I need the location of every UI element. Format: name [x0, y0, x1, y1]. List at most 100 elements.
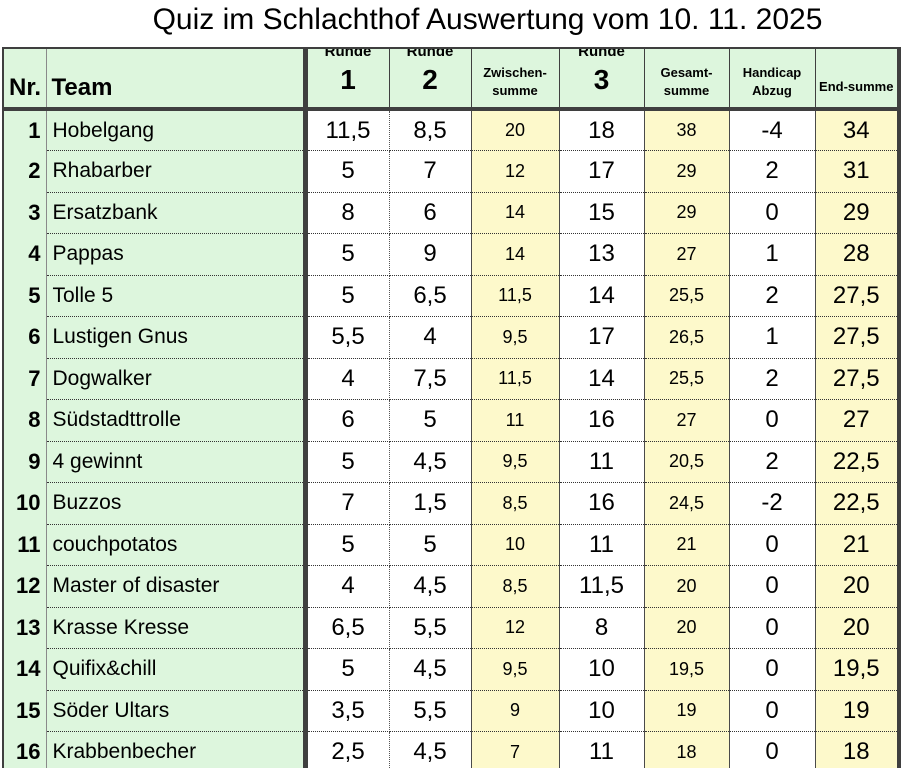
- cell-rank: 8: [3, 399, 47, 441]
- cell-handicap-abzug: 0: [729, 648, 816, 691]
- cell-runde-3-score: 15: [559, 192, 645, 234]
- cell-gesamtsumme: 38: [644, 109, 730, 151]
- table-row: 15 Söder Ultars 3,5 5,5 9 10 19 0 19: [3, 690, 899, 732]
- handicap-line1: Handicap: [742, 64, 802, 80]
- cell-rank: 4: [3, 233, 47, 275]
- cell-zwischensumme: 8,5: [471, 565, 560, 608]
- cell-team-name: couchpotatos: [46, 524, 308, 566]
- cell-rank: 13: [3, 607, 47, 649]
- cell-rank: 3: [3, 192, 47, 234]
- cell-gesamtsumme: 26,5: [644, 316, 730, 359]
- cell-runde-3-score: 13: [559, 233, 645, 276]
- cell-runde-2-score: 4,5: [389, 565, 472, 608]
- cell-zwischensumme: 8,5: [471, 482, 560, 525]
- cell-zwischensumme: 14: [471, 192, 560, 234]
- cell-gesamtsumme: 21: [644, 524, 730, 566]
- cell-rank: 10: [3, 482, 47, 524]
- cell-runde-2-score: 4,5: [389, 648, 472, 691]
- table-row: 3 Ersatzbank 8 6 14 15 29 0 29: [3, 192, 899, 234]
- gesamtsumme-line1: Gesamt-: [660, 64, 713, 80]
- cell-gesamtsumme: 25,5: [644, 358, 730, 400]
- header-nr: Nr.: [3, 48, 46, 111]
- cell-gesamtsumme: 19: [644, 690, 730, 732]
- cell-runde-2-score: 6: [389, 192, 472, 234]
- cell-rank: 5: [3, 275, 47, 317]
- cell-rank: 6: [3, 316, 47, 358]
- table-row: 10 Buzzos 7 1,5 8,5 16 24,5 -2 22,5: [3, 482, 899, 525]
- cell-zwischensumme: 10: [471, 524, 560, 566]
- gesamtsumme-line2: summe: [663, 82, 710, 98]
- cell-runde-3-score: 8: [559, 607, 645, 649]
- runde-2-number: 2: [422, 64, 438, 95]
- cell-team-name: Master of disaster: [46, 565, 308, 608]
- cell-gesamtsumme: 27: [644, 233, 730, 276]
- cell-runde-3-score: 16: [559, 482, 645, 525]
- cell-team-name: Krabbenbecher: [46, 731, 308, 768]
- cell-runde-2-score: 5: [389, 399, 472, 442]
- cell-team-name: Lustigen Gnus: [46, 316, 308, 359]
- cell-runde-3-score: 11: [559, 731, 645, 768]
- cell-runde-1-score: 3,5: [305, 690, 390, 732]
- cell-team-name: Dogwalker: [46, 358, 308, 400]
- cell-runde-2-score: 6,5: [389, 275, 472, 317]
- cell-runde-2-score: 5,5: [389, 607, 472, 649]
- endsumme-label: End-summe: [819, 79, 894, 94]
- cell-handicap-abzug: 1: [729, 233, 816, 276]
- cell-runde-1-score: 5: [305, 524, 390, 566]
- cell-gesamtsumme: 24,5: [644, 482, 730, 525]
- cell-handicap-abzug: -4: [729, 109, 816, 151]
- cell-gesamtsumme: 19,5: [644, 648, 730, 691]
- cell-zwischensumme: 11,5: [471, 275, 560, 317]
- cell-team-name: Tolle 5: [46, 275, 308, 317]
- cell-endsumme: 22,5: [815, 441, 899, 483]
- cell-gesamtsumme: 20: [644, 607, 730, 649]
- table-row: 11 couchpotatos 5 5 10 11 21 0 21: [3, 524, 899, 566]
- header-zwischensumme: Zwischen- summe: [470, 48, 559, 111]
- table-row: 12 Master of disaster 4 4,5 8,5 11,5 20 …: [3, 565, 899, 608]
- cell-team-name: Buzzos: [46, 482, 308, 525]
- header-nr-label: Nr.: [9, 74, 42, 101]
- cell-handicap-abzug: -2: [729, 482, 816, 525]
- table-row: 7 Dogwalker 4 7,5 11,5 14 25,5 2 27,5: [3, 358, 899, 400]
- cell-gesamtsumme: 29: [644, 150, 730, 193]
- table-header-row: Nr. Team Runde 1 Runde 2: [3, 48, 899, 111]
- cell-runde-2-score: 7,5: [389, 358, 472, 400]
- cell-endsumme: 21: [815, 524, 899, 566]
- table-row: 16 Krabbenbecher 2,5 4,5 7 11 18 0 18: [3, 731, 899, 768]
- cell-zwischensumme: 14: [471, 233, 560, 276]
- cell-endsumme: 20: [815, 565, 899, 608]
- cell-team-name: Südstadttrolle: [46, 399, 308, 442]
- cell-runde-1-score: 2,5: [305, 731, 390, 768]
- table-row: 6 Lustigen Gnus 5,5 4 9,5 17 26,5 1 27,5: [3, 316, 899, 359]
- cell-runde-1-score: 6,5: [305, 607, 390, 649]
- cell-runde-1-score: 5: [305, 275, 390, 317]
- cell-team-name: 4 gewinnt: [46, 441, 308, 483]
- cell-runde-3-score: 10: [559, 690, 645, 732]
- handicap-line2: Abzug: [752, 82, 792, 98]
- cell-gesamtsumme: 27: [644, 399, 730, 442]
- cell-runde-1-score: 4: [305, 565, 390, 608]
- cell-zwischensumme: 11,5: [471, 358, 560, 400]
- cell-rank: 2: [3, 150, 47, 192]
- cell-endsumme: 22,5: [815, 482, 899, 525]
- cell-runde-3-score: 17: [559, 316, 645, 359]
- cell-endsumme: 27: [815, 399, 899, 442]
- header-endsumme: End-summe: [814, 48, 899, 111]
- cell-runde-1-score: 5: [305, 150, 390, 193]
- runde-1-number: 1: [340, 64, 356, 95]
- score-table: Nr. Team Runde 1 Runde 2: [2, 47, 901, 768]
- cell-runde-2-score: 4: [389, 316, 472, 359]
- cell-runde-2-score: 8,5: [389, 109, 472, 151]
- cell-endsumme: 20: [815, 607, 899, 649]
- header-gesamtsumme: Gesamt- summe: [643, 48, 729, 111]
- table-row: 4 Pappas 5 9 14 13 27 1 28: [3, 233, 899, 276]
- cell-handicap-abzug: 0: [729, 565, 816, 608]
- cell-zwischensumme: 20: [471, 109, 560, 151]
- cell-zwischensumme: 7: [471, 731, 560, 768]
- cell-rank: 7: [3, 358, 47, 400]
- cell-gesamtsumme: 25,5: [644, 275, 730, 317]
- cell-zwischensumme: 12: [471, 607, 560, 649]
- header-runde-3: Runde 3: [558, 48, 644, 111]
- cell-gesamtsumme: 20: [644, 565, 730, 608]
